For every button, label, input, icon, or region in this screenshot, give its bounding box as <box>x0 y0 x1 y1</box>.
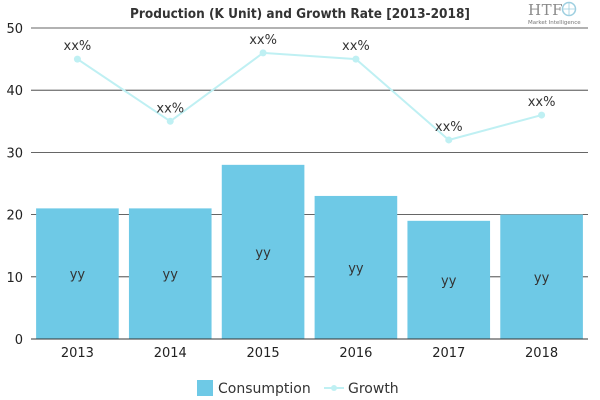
y-tick-label: 40 <box>6 84 23 99</box>
growth-data-label: xx% <box>156 101 184 116</box>
y-tick-label: 30 <box>6 146 23 161</box>
watermark-tagline: Market Intelligence <box>528 20 581 26</box>
x-tick-label: 2016 <box>339 346 372 361</box>
bar-data-label: yy <box>441 274 457 289</box>
legend: Consumption Growth <box>197 380 399 397</box>
bar-consumption <box>221 164 305 339</box>
growth-point <box>166 117 174 125</box>
growth-point <box>259 49 267 57</box>
watermark-logo: HTF Market Intelligence <box>528 1 581 26</box>
watermark-globe-lines <box>563 3 575 15</box>
x-tick-label: 2014 <box>154 346 187 361</box>
x-tick-label: 2018 <box>525 346 558 361</box>
legend-label-growth: Growth <box>348 381 399 397</box>
bar-consumption <box>314 195 398 339</box>
growth-point <box>445 136 453 144</box>
x-axis-ticks: 2013 2014 2015 2016 2017 2018 <box>61 346 558 361</box>
bar-consumption <box>407 220 491 339</box>
watermark-globe-icon <box>561 1 577 17</box>
y-tick-label: 0 <box>15 333 23 348</box>
bar-data-label: yy <box>348 261 364 276</box>
growth-point <box>538 111 546 119</box>
consumption-bars: yy yy yy yy yy yy <box>36 164 583 339</box>
legend-label-consumption: Consumption <box>218 381 311 397</box>
growth-data-label: xx% <box>435 120 463 135</box>
bar-data-label: yy <box>70 268 86 283</box>
x-tick-label: 2013 <box>61 346 94 361</box>
growth-data-label: xx% <box>64 39 92 54</box>
growth-data-label: xx% <box>528 95 556 110</box>
x-tick-label: 2015 <box>247 346 280 361</box>
watermark-brand: HTF <box>528 1 563 19</box>
bar-data-label: yy <box>255 246 271 261</box>
chart-title: Production (K Unit) and Growth Rate [201… <box>130 6 470 22</box>
x-tick-label: 2017 <box>432 346 465 361</box>
bar-consumption <box>128 208 212 339</box>
legend-swatch-growth-marker <box>331 385 337 391</box>
y-axis-ticks: 0 10 20 30 40 50 <box>6 22 23 348</box>
y-tick-label: 20 <box>6 209 23 224</box>
bar-consumption <box>500 214 583 339</box>
y-tick-label: 10 <box>6 271 23 286</box>
growth-line <box>76 51 542 142</box>
growth-point <box>352 55 360 63</box>
bar-data-label: yy <box>534 271 550 286</box>
growth-data-label: xx% <box>249 33 277 48</box>
bar-consumption <box>36 208 119 339</box>
growth-point <box>73 55 81 63</box>
y-tick-label: 50 <box>6 22 23 37</box>
bar-data-label: yy <box>163 268 179 283</box>
growth-data-label: xx% <box>342 39 370 54</box>
legend-swatch-consumption <box>197 380 213 396</box>
growth-line-layer: xx% xx% xx% xx% xx% xx% <box>64 33 556 144</box>
